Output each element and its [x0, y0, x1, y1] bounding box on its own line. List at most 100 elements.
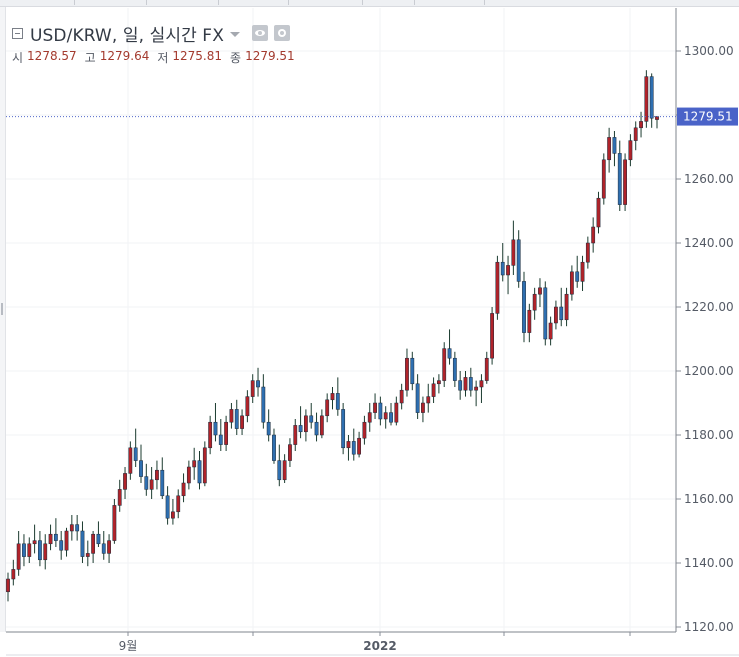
toolbar-tab[interactable]: [112, 0, 147, 5]
candle-body: [80, 530, 85, 557]
candle-body: [234, 409, 239, 429]
candle-body: [240, 415, 244, 429]
top-toolbar-strip: [0, 0, 739, 7]
candle-body: [468, 377, 473, 391]
eye-icon[interactable]: [251, 25, 268, 41]
gear-icon[interactable]: [273, 25, 290, 41]
candle-body: [346, 441, 351, 449]
candle-body: [139, 460, 143, 477]
symbol-title[interactable]: USD/KRW, 일, 실시간 FX: [30, 25, 224, 46]
candle-body: [218, 434, 223, 445]
chevron-down-icon[interactable]: [229, 31, 240, 37]
candle-body: [463, 377, 468, 391]
candle-body: [367, 412, 372, 423]
candle-body: [522, 281, 526, 333]
candle-body: [330, 393, 335, 401]
x-tick-label: 2022: [363, 639, 396, 653]
candle-body: [500, 261, 505, 276]
open-label: 시: [12, 51, 24, 65]
candle-body: [272, 434, 276, 461]
candle-body: [325, 399, 330, 417]
high-value: 1279.64: [99, 49, 150, 63]
y-tick-label: 1120.00: [684, 620, 734, 634]
candle-body: [405, 357, 409, 391]
candle-body: [490, 313, 494, 359]
candle-body: [186, 466, 191, 484]
candle-body: [484, 357, 489, 381]
candle-body: [436, 380, 441, 385]
ohlc-values: 시 1278.57 고 1279.64 저 1275.81 종 1279.51: [12, 49, 303, 66]
y-tick-label: 1180.00: [684, 428, 734, 442]
candle-body: [389, 412, 393, 423]
candle-body: [516, 239, 521, 282]
candle-body: [123, 473, 127, 490]
candle-body: [585, 242, 590, 263]
candle-body: [569, 271, 574, 295]
toolbar-tab[interactable]: [438, 0, 485, 5]
candle-body: [351, 441, 356, 455]
candle-body: [27, 543, 32, 557]
candle-body: [538, 287, 542, 295]
candle-body: [612, 137, 617, 154]
candle-body: [245, 396, 250, 417]
toolbar-tab[interactable]: [310, 0, 363, 5]
toolbar-tab[interactable]: [372, 0, 415, 5]
candle-body: [75, 524, 80, 532]
candle-body: [447, 348, 452, 359]
candle-body: [53, 533, 58, 541]
candle-body: [288, 444, 292, 461]
chart-legend: USD/KRW, 일, 실시간 FX 시 1278.57 고 1279.64 저…: [12, 22, 303, 66]
candle-body: [564, 293, 569, 321]
y-tick-label: 1220.00: [684, 300, 734, 314]
candle-body: [628, 140, 633, 161]
candle-body: [229, 409, 234, 423]
candle-body: [474, 386, 479, 391]
candle-body: [208, 421, 213, 449]
candle-body: [506, 265, 510, 276]
close-value: 1279.51: [245, 49, 295, 63]
candle-body: [399, 389, 404, 404]
x-tick-label: 9월: [119, 639, 138, 653]
candle-body: [495, 261, 500, 314]
candle-body: [112, 505, 117, 541]
collapse-icon[interactable]: [12, 27, 23, 39]
toolbar-tab[interactable]: [246, 0, 289, 5]
candle-body: [575, 271, 580, 282]
candle-body: [149, 479, 154, 490]
candle-body: [165, 495, 170, 519]
candle-body: [181, 482, 186, 497]
candle-body: [176, 495, 181, 513]
high-label: 고: [84, 51, 96, 65]
left-panel-edge[interactable]: [0, 7, 6, 632]
candle-body: [431, 383, 436, 397]
low-value: 1275.81: [172, 49, 223, 63]
candle-body: [192, 460, 197, 468]
last-price-label: 1279.51: [683, 110, 733, 124]
candle-body: [282, 460, 287, 481]
candle-body: [415, 383, 420, 413]
candle-body: [11, 569, 16, 580]
candle-body: [69, 524, 74, 532]
candle-body: [48, 533, 53, 545]
candle-body: [559, 306, 564, 321]
candle-body: [144, 476, 149, 490]
candle-body: [319, 415, 324, 436]
y-tick-label: 1240.00: [684, 236, 734, 250]
resize-handle[interactable]: [1, 303, 3, 315]
candle-body: [197, 460, 202, 484]
candle-body: [171, 511, 175, 519]
candle-body: [596, 197, 601, 228]
candle-body: [256, 380, 260, 388]
candle-body: [85, 553, 90, 557]
y-tick-label: 1260.00: [684, 172, 734, 186]
open-value: 1278.57: [27, 49, 77, 63]
toolbar-tab[interactable]: [40, 0, 75, 5]
toolbar-tab[interactable]: [184, 0, 219, 5]
candle-body: [601, 159, 606, 199]
candle-body: [623, 159, 627, 205]
candle-body: [22, 543, 26, 557]
candle-body: [617, 153, 622, 205]
candle-body: [224, 421, 229, 445]
candle-body: [383, 412, 388, 420]
